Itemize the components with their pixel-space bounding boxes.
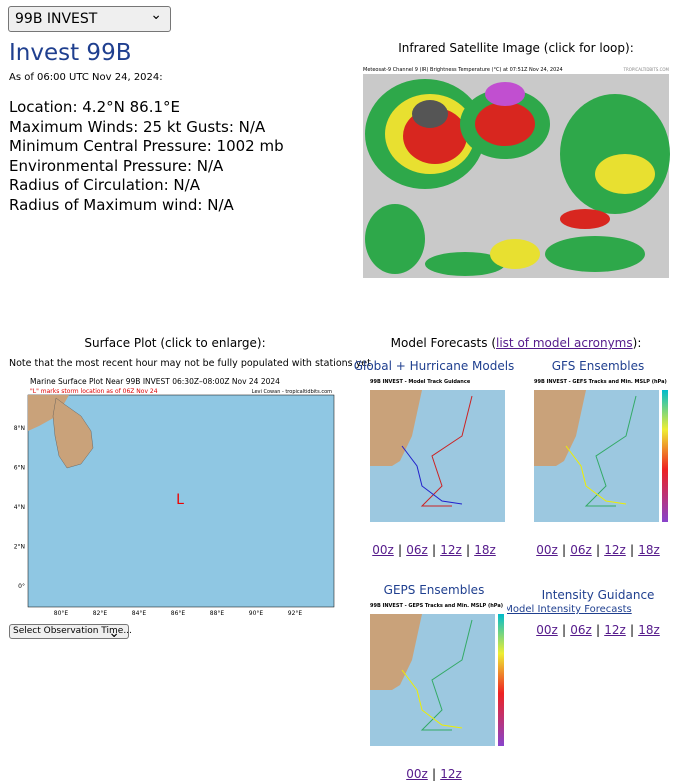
model-image[interactable]: 99B INVEST - Model Track Guidance — [362, 376, 507, 528]
run-link[interactable]: 12z — [604, 623, 626, 637]
models-heading: Model Forecasts (list of model acronyms)… — [391, 336, 642, 350]
detail-line: Minimum Central Pressure: 1002 mb — [9, 137, 284, 155]
track — [401, 669, 463, 729]
model-image-title: 99B INVEST - GEPS Tracks and Min. MSLP (… — [370, 603, 503, 609]
land — [370, 390, 422, 466]
panel-title: Global + Hurricane Models — [353, 359, 515, 373]
model-image[interactable]: 99B INVEST - GEPS Tracks and Min. MSLP (… — [362, 600, 507, 752]
separator: | — [629, 543, 635, 557]
intensity-title: Intensity Guidance — [541, 588, 655, 602]
separator: | — [595, 623, 601, 637]
colorbar — [662, 390, 668, 522]
surface-note: Note that the most recent hour may not b… — [9, 358, 374, 369]
sri-lanka — [52, 397, 94, 469]
detail-line: Radius of Maximum wind: N/A — [9, 195, 234, 214]
satellite-image-title: Meteosat-9 Channel 9 (IR) Brightness Tem… — [363, 67, 563, 73]
run-link[interactable]: 18z — [638, 543, 660, 557]
run-link[interactable]: 00z — [536, 623, 558, 637]
run-link[interactable]: 00z — [406, 767, 428, 781]
track — [565, 445, 627, 505]
storm-select[interactable]: 99B INVEST — [8, 6, 171, 32]
intensity-link[interactable]: Model Intensity Forecasts — [504, 604, 632, 615]
separator: | — [431, 767, 437, 781]
detail-line: Maximum Winds: 25 kt Gusts: N/A — [9, 117, 266, 136]
run-link[interactable]: 12z — [440, 767, 462, 781]
run-link[interactable]: 00z — [372, 543, 394, 557]
run-link[interactable]: 12z — [440, 543, 462, 557]
run-link[interactable]: 18z — [474, 543, 496, 557]
detail-line: Radius of Circulation: N/A — [9, 176, 200, 194]
surface-heading: Surface Plot (click to enlarge): — [84, 336, 266, 350]
surface-image-subtitle: "L" marks storm location as of 06Z Nov 2… — [30, 388, 158, 395]
run-link[interactable]: 12z — [604, 543, 626, 557]
detail-line: Location: 4.2°N 86.1°E — [9, 98, 180, 116]
land — [370, 614, 422, 690]
storm-title: Invest 99B — [9, 40, 132, 66]
run-link[interactable]: 00z — [536, 543, 558, 557]
surface-credit: Levi Cowan - tropicaltidbits.com — [252, 389, 332, 395]
separator: | — [629, 623, 635, 637]
lon-label: 84°E — [132, 610, 147, 617]
colorbar — [498, 614, 504, 746]
heading-text: Model Forecasts ( — [390, 336, 497, 350]
run-link[interactable]: 06z — [406, 543, 428, 557]
surface-image-title: Marine Surface Plot Near 99B INVEST 06:3… — [30, 377, 280, 386]
satellite-credit: TROPICALTIDBITS.COM — [623, 67, 670, 72]
run-link[interactable]: 06z — [570, 623, 592, 637]
separator: | — [465, 543, 471, 557]
observation-select[interactable]: Select Observation Time... — [9, 624, 132, 641]
satellite-image[interactable]: Meteosat-9 Channel 9 (IR) Brightness Tem… — [355, 64, 677, 292]
surface-image[interactable]: Marine Surface Plot Near 99B INVEST 06:3… — [9, 376, 337, 620]
lon-label: 80°E — [54, 610, 69, 617]
track — [420, 619, 473, 731]
separator: | — [431, 543, 437, 557]
detail-line: Environmental Pressure: N/A — [9, 156, 224, 175]
lat-label: 4°N — [14, 504, 25, 511]
land — [534, 390, 586, 466]
lat-label: 2°N — [14, 544, 25, 551]
acronyms-link[interactable]: list of model acronyms — [496, 336, 633, 350]
separator: | — [561, 543, 567, 557]
satellite-heading: Infrared Satellite Image (click for loop… — [398, 41, 634, 55]
track — [401, 445, 463, 505]
lat-label: 8°N — [14, 425, 25, 432]
model-image-title: 99B INVEST - Model Track Guidance — [370, 379, 471, 385]
panel-title: GFS Ensembles — [551, 359, 645, 373]
lat-label: 6°N — [14, 465, 25, 472]
run-link[interactable]: 06z — [570, 543, 592, 557]
lon-label: 88°E — [210, 610, 225, 617]
separator: | — [561, 623, 567, 637]
lon-label: 90°E — [249, 610, 264, 617]
model-image[interactable]: 99B INVEST - GEFS Tracks and Min. MSLP (… — [526, 376, 671, 528]
model-image-title: 99B INVEST - GEFS Tracks and Min. MSLP (… — [534, 379, 667, 385]
heading-text: ): — [632, 336, 642, 350]
separator: | — [397, 543, 403, 557]
lon-label: 92°E — [288, 610, 303, 617]
lon-label: 82°E — [93, 610, 108, 617]
separator: | — [595, 543, 601, 557]
as-of: As of 06:00 UTC Nov 24, 2024: — [9, 72, 163, 83]
run-link[interactable]: 18z — [638, 623, 660, 637]
track — [420, 395, 473, 507]
lon-label: 86°E — [171, 610, 186, 617]
panel-title: GEPS Ensembles — [383, 583, 485, 597]
track — [584, 395, 637, 507]
lat-label: 0° — [18, 583, 25, 590]
storm-marker: L — [176, 492, 184, 508]
cloud-field — [365, 79, 670, 276]
